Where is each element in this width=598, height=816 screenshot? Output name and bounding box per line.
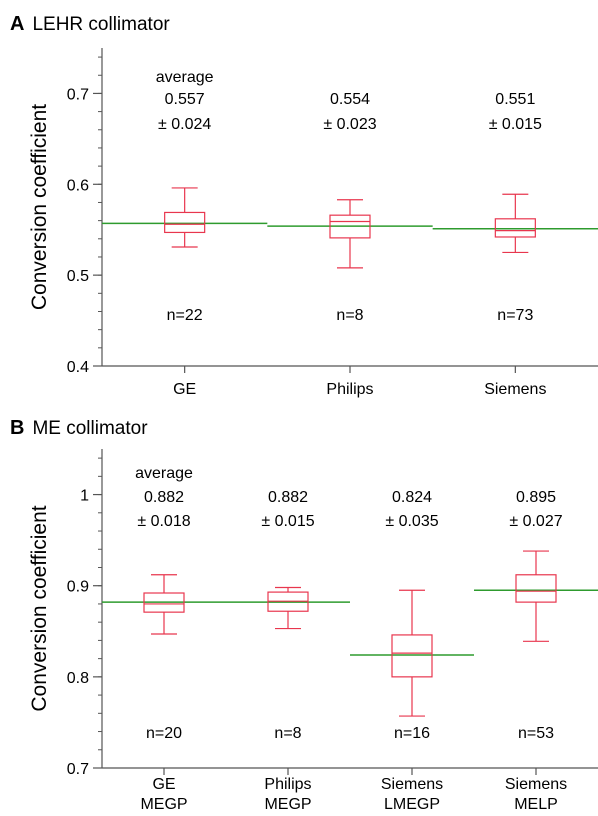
average-label: average <box>135 465 193 482</box>
x-tick-label: MELP <box>514 796 558 813</box>
y-axis-label: Conversion coefficient <box>28 505 51 711</box>
average-value: 0.557 <box>165 91 205 108</box>
n-label: n=73 <box>497 307 533 324</box>
sd-value: ± 0.015 <box>261 513 314 530</box>
iqr-box <box>329 214 371 239</box>
average-value: 0.882 <box>268 489 308 506</box>
x-tick-label: Philips <box>326 381 373 398</box>
iqr-box <box>164 211 206 234</box>
y-tick-label: 1 <box>80 488 89 505</box>
iqr-box <box>515 574 557 603</box>
n-label: n=53 <box>518 725 554 742</box>
x-tick-label: LMEGP <box>384 796 440 813</box>
panel-letter: A <box>10 13 24 35</box>
sd-value: ± 0.035 <box>385 513 438 530</box>
n-label: n=20 <box>146 725 182 742</box>
box-2 <box>350 589 474 717</box>
y-tick-label: 0.5 <box>67 268 89 285</box>
box-1 <box>267 199 433 269</box>
y-tick-label: 0.6 <box>67 177 89 194</box>
panel-b: B ME collimator 0.7 0.8 0.9 1 Conversion coeff… <box>10 417 598 813</box>
panel-a: A LEHR collimator 0.4 0.5 0.6 0.7 Conversion c… <box>10 13 598 398</box>
x-tick-label: MEGP <box>140 796 187 813</box>
x-tick-label: Siemens <box>381 776 443 793</box>
y-tick-label: 0.9 <box>67 579 89 596</box>
average-label: average <box>156 69 214 86</box>
iqr-box <box>143 592 185 613</box>
panel-title-text: ME collimator <box>32 418 148 439</box>
iqr-box <box>494 218 536 238</box>
sd-value: ± 0.024 <box>158 116 211 133</box>
x-tick-label: Siemens <box>484 381 546 398</box>
average-value: 0.554 <box>330 91 370 108</box>
iqr-box <box>391 634 433 678</box>
n-label: n=16 <box>394 725 430 742</box>
n-label: n=22 <box>167 307 203 324</box>
sd-value: ± 0.023 <box>323 116 376 133</box>
x-tick-label: MEGP <box>264 796 311 813</box>
n-label: n=8 <box>274 725 301 742</box>
y-tick-label: 0.4 <box>67 359 89 376</box>
box-3 <box>474 550 598 642</box>
average-value: 0.895 <box>516 489 556 506</box>
sd-value: ± 0.027 <box>509 513 562 530</box>
x-tick-label: Siemens <box>505 776 567 793</box>
panel-title: A LEHR collimator <box>10 13 170 35</box>
box-0 <box>102 187 268 248</box>
x-tick-label: GE <box>152 776 175 793</box>
panel-title-text: LEHR collimator <box>32 14 170 35</box>
sd-value: ± 0.015 <box>489 116 542 133</box>
box-0 <box>102 574 226 635</box>
panel-title: B ME collimator <box>10 417 148 439</box>
average-value: 0.824 <box>392 489 432 506</box>
y-tick-label: 0.8 <box>67 670 89 687</box>
box-1 <box>226 586 350 630</box>
average-value: 0.882 <box>144 489 184 506</box>
y-tick-label: 0.7 <box>67 761 89 778</box>
panel-letter: B <box>10 417 24 439</box>
x-tick-label: GE <box>173 381 196 398</box>
sd-value: ± 0.018 <box>137 513 190 530</box>
n-label: n=8 <box>336 307 363 324</box>
box-2 <box>432 193 598 254</box>
x-tick-label: Philips <box>264 776 311 793</box>
y-axis-label: Conversion coefficient <box>28 104 51 310</box>
y-tick-label: 0.7 <box>67 86 89 103</box>
average-value: 0.551 <box>495 91 535 108</box>
